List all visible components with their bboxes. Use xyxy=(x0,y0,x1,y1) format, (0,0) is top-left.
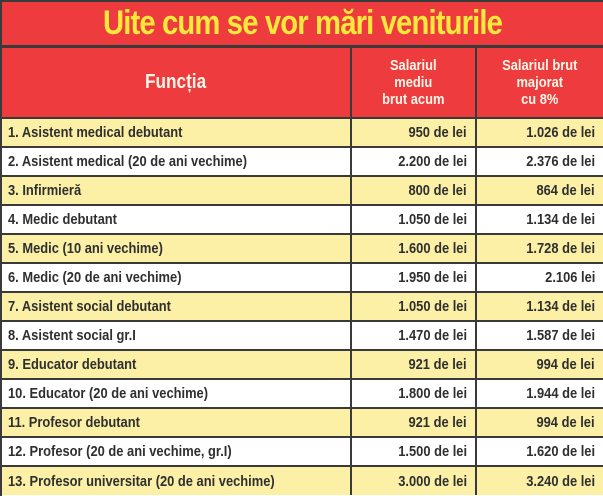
cell-functia: 7. Asistent social debutant xyxy=(2,291,351,321)
cell-functia: 4. Medic debutant xyxy=(2,204,351,234)
table-row: 4. Medic debutant 1.050 de lei 1.134 de le… xyxy=(2,204,603,234)
cell-salariu-majorat: 1.587 de lei xyxy=(475,320,603,350)
table-row: 11. Profesor debutant 921 de lei 994 de le… xyxy=(2,407,603,437)
cell-salariu-majorat: 1.728 de lei xyxy=(475,233,603,263)
table-row: 10. Educator (20 de ani vechime) 1.800 de… xyxy=(2,378,603,408)
table-row: 9. Educator debutant 921 de lei 994 de lei xyxy=(2,349,603,379)
table-row: 1. Asistent medical debutant 950 de lei 1.… xyxy=(2,117,603,147)
table-row: 3. Infirmieră 800 de lei 864 de lei xyxy=(2,175,603,205)
cell-salariu-acum: 1.600 de lei xyxy=(350,233,476,263)
cell-salariu-acum: 921 de lei xyxy=(350,349,476,379)
cell-salariu-majorat: 994 de lei xyxy=(475,349,603,379)
salary-table: Funcția Salariul mediu brut acum Salariu… xyxy=(2,48,603,495)
header-functia: Funcția xyxy=(2,48,351,118)
cell-salariu-majorat: 1.134 de lei xyxy=(475,204,603,234)
cell-salariu-majorat: 2.106 lei xyxy=(475,262,603,292)
cell-salariu-majorat: 994 de lei xyxy=(475,407,603,437)
cell-salariu-acum: 1.050 de lei xyxy=(350,291,476,321)
cell-functia: 9. Educator debutant xyxy=(2,349,351,379)
table-row: 13. Profesor universitar (20 de ani vech… xyxy=(2,465,603,495)
cell-functia: 12. Profesor (20 de ani vechime, gr.I) xyxy=(2,436,351,466)
cell-salariu-acum: 1.050 de lei xyxy=(350,204,476,234)
table-row: 5. Medic (10 ani vechime) 1.600 de lei 1.7… xyxy=(2,233,603,263)
cell-salariu-majorat: 1.620 de lei xyxy=(475,436,603,466)
cell-functia: 13. Profesor universitar (20 de ani vech… xyxy=(2,465,351,495)
cell-functia: 1. Asistent medical debutant xyxy=(2,117,351,147)
cell-salariu-majorat: 864 de lei xyxy=(475,175,603,205)
table-row: 2. Asistent medical (20 de ani vechime) 2… xyxy=(2,146,603,176)
table-row: 7. Asistent social debutant 1.050 de lei 1… xyxy=(2,291,603,321)
cell-salariu-acum: 1.470 de lei xyxy=(350,320,476,350)
header-salariul-majorat: Salariul brut majorat cu 8% xyxy=(475,48,603,118)
table-row: 8. Asistent social gr.I 1.470 de lei 1.587… xyxy=(2,320,603,350)
page-title: Uite cum se vor mări veniturile xyxy=(44,2,561,45)
table-row: 12. Profesor (20 de ani vechime, gr.I) 1.… xyxy=(2,436,603,466)
cell-salariu-acum: 921 de lei xyxy=(350,407,476,437)
cell-salariu-acum: 2.200 de lei xyxy=(350,146,476,176)
cell-functia: 6. Medic (20 de ani vechime) xyxy=(2,262,351,292)
table-header-row: Funcția Salariul mediu brut acum Salariu… xyxy=(2,48,603,118)
cell-salariu-majorat: 1.026 de lei xyxy=(475,117,603,147)
cell-functia: 8. Asistent social gr.I xyxy=(2,320,351,350)
cell-salariu-majorat: 3.240 de lei xyxy=(475,465,603,495)
cell-functia: 2. Asistent medical (20 de ani vechime) xyxy=(2,146,351,176)
cell-salariu-acum: 3.000 de lei xyxy=(350,465,476,495)
cell-salariu-acum: 800 de lei xyxy=(350,175,476,205)
cell-salariu-acum: 1.500 de lei xyxy=(350,436,476,466)
title-band: Uite cum se vor mări veniturile xyxy=(2,2,603,48)
cell-functia: 5. Medic (10 ani vechime) xyxy=(2,233,351,263)
cell-salariu-majorat: 2.376 de lei xyxy=(475,146,603,176)
cell-salariu-acum: 1.950 de lei xyxy=(350,262,476,292)
cell-functia: 11. Profesor debutant xyxy=(2,407,351,437)
cell-salariu-acum: 1.800 de lei xyxy=(350,378,476,408)
cell-functia: 10. Educator (20 de ani vechime) xyxy=(2,378,351,408)
cell-salariu-majorat: 1.944 de lei xyxy=(475,378,603,408)
table-row: 6. Medic (20 de ani vechime) 1.950 de lei… xyxy=(2,262,603,292)
header-salariul-acum: Salariul mediu brut acum xyxy=(350,48,476,118)
cell-salariu-acum: 950 de lei xyxy=(350,117,476,147)
cell-salariu-majorat: 1.134 de lei xyxy=(475,291,603,321)
cell-functia: 3. Infirmieră xyxy=(2,175,351,205)
